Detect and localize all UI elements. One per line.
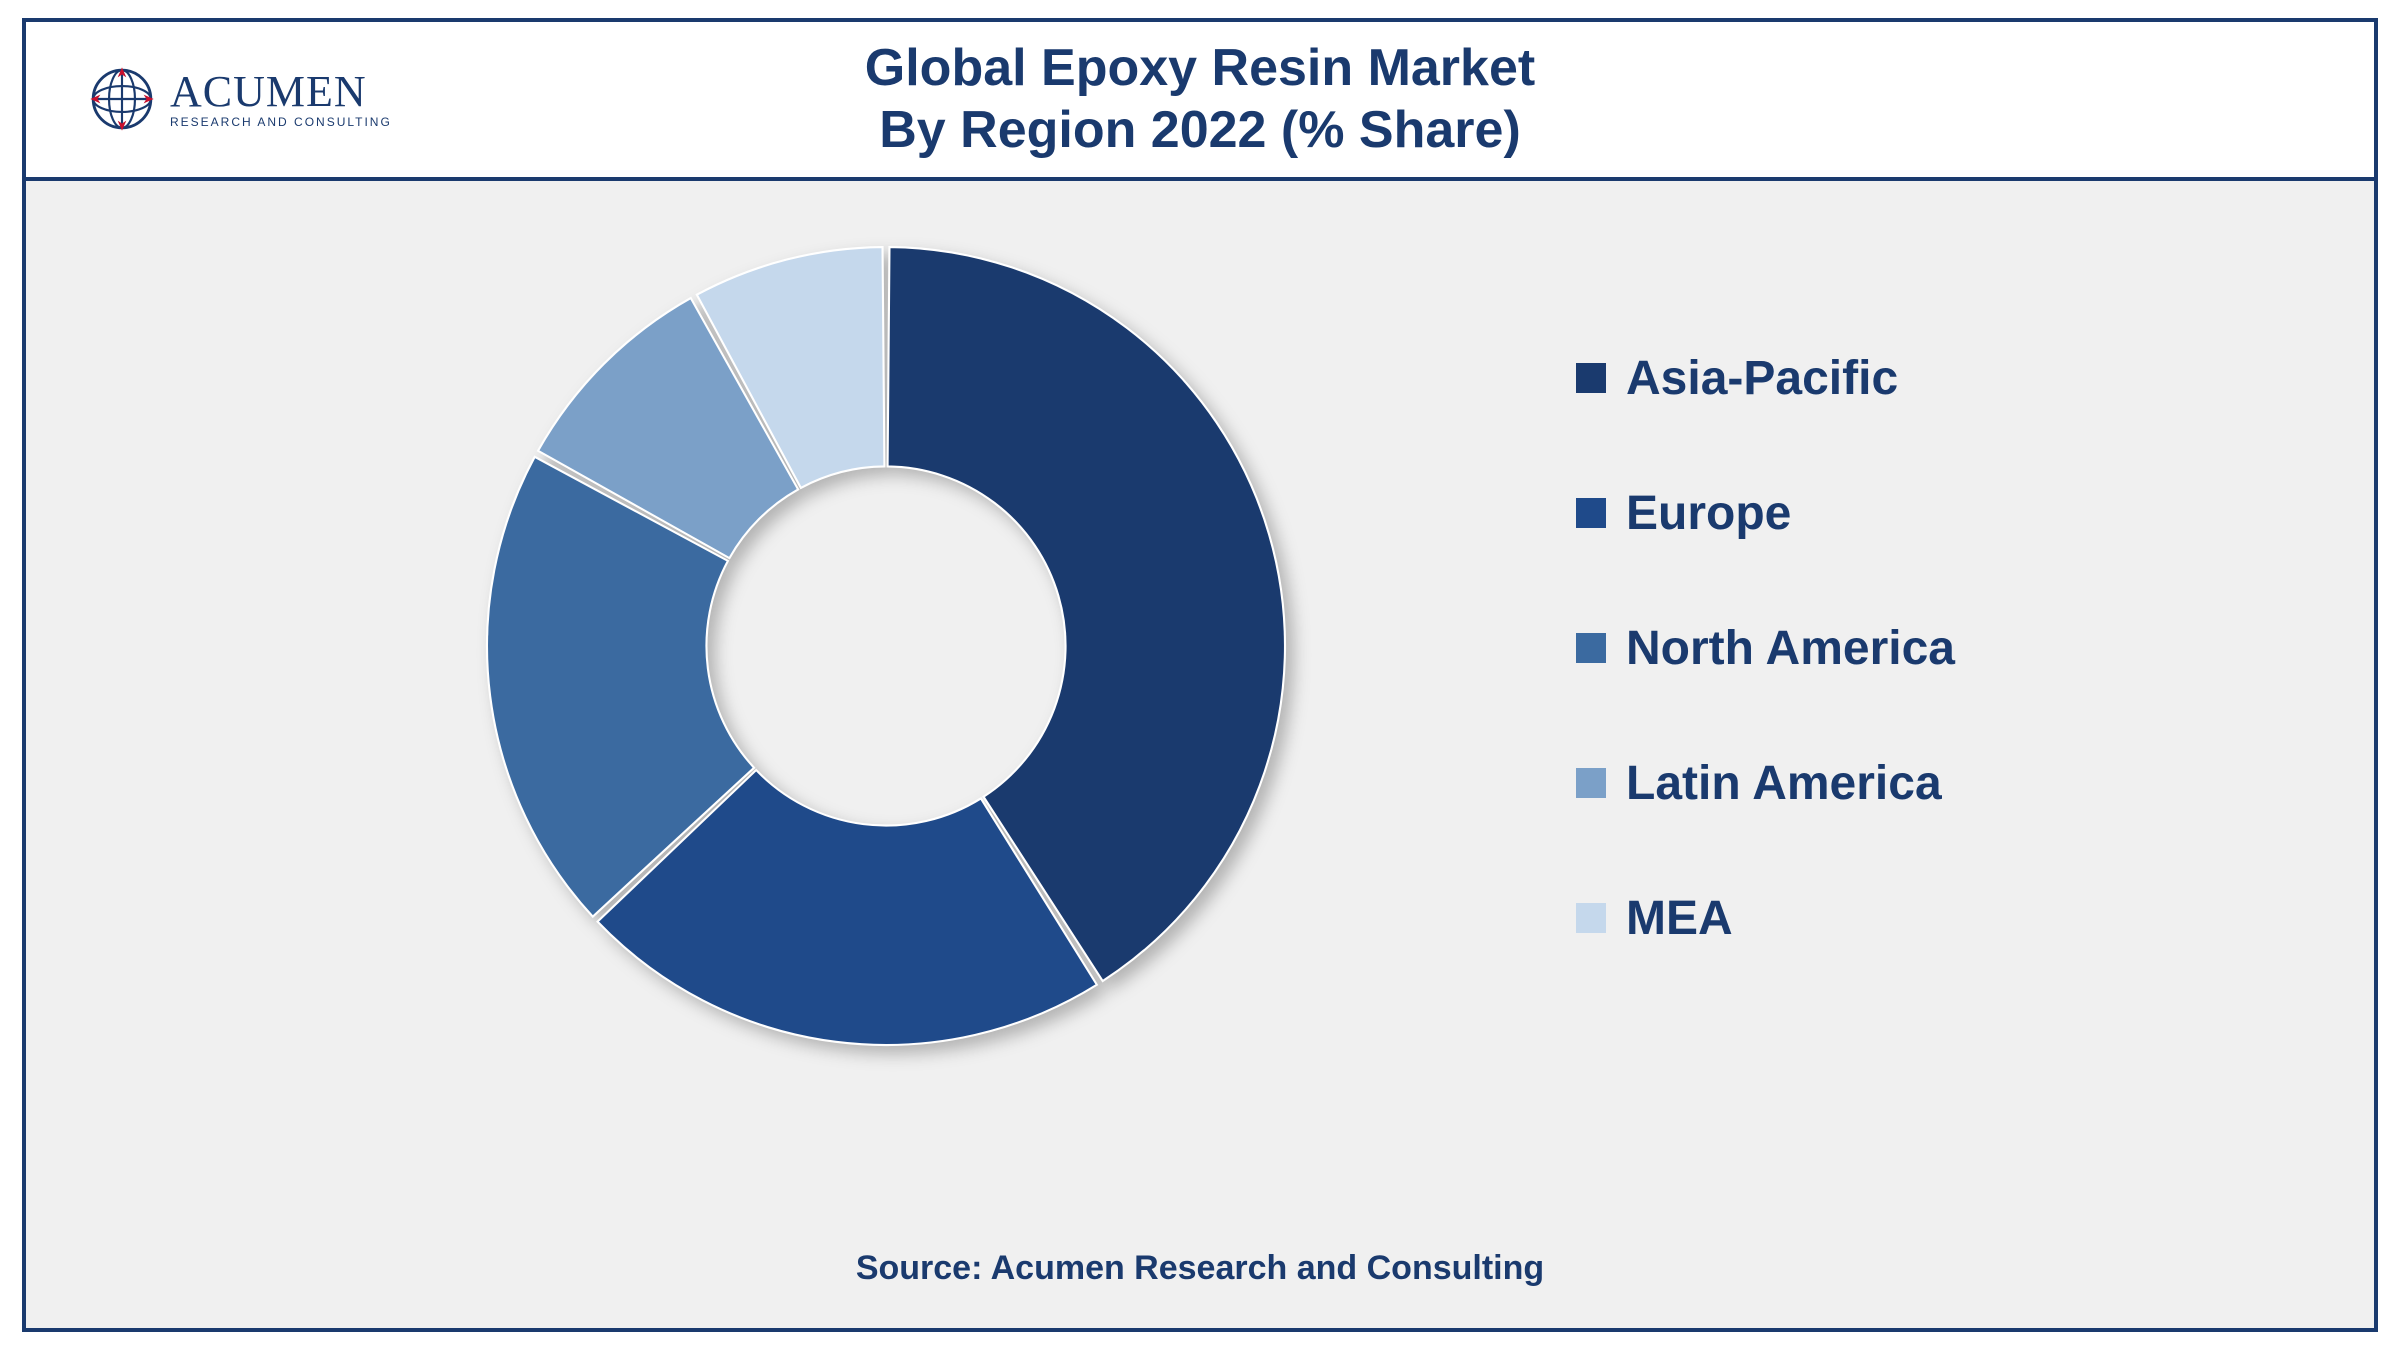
source-text: Source: Acumen Research and Consulting	[26, 1249, 2374, 1288]
chart-header: ACUMEN RESEARCH AND CONSULTING Global Ep…	[26, 22, 2374, 181]
brand-logo: ACUMEN RESEARCH AND CONSULTING	[86, 63, 392, 135]
chart-body: Asia-Pacific Europe North America Latin Ame…	[26, 181, 2374, 1328]
legend-label: North America	[1626, 621, 1955, 676]
legend-label: Asia-Pacific	[1626, 351, 1898, 406]
legend-swatch	[1576, 633, 1606, 663]
legend-item: MEA	[1576, 891, 1955, 946]
legend-swatch	[1576, 768, 1606, 798]
legend-swatch	[1576, 363, 1606, 393]
chart-legend: Asia-Pacific Europe North America Latin Ame…	[1576, 351, 1955, 946]
legend-item: Asia-Pacific	[1576, 351, 1955, 406]
legend-label: Europe	[1626, 486, 1791, 541]
legend-swatch	[1576, 903, 1606, 933]
title-line-1: Global Epoxy Resin Market	[66, 37, 2334, 99]
chart-title: Global Epoxy Resin Market By Region 2022…	[66, 37, 2334, 162]
donut-chart	[466, 226, 1306, 1066]
legend-item: Latin America	[1576, 756, 1955, 811]
legend-label: Latin America	[1626, 756, 1942, 811]
globe-icon	[86, 63, 158, 135]
chart-frame: ACUMEN RESEARCH AND CONSULTING Global Ep…	[22, 18, 2378, 1332]
title-line-2: By Region 2022 (% Share)	[66, 99, 2334, 161]
legend-item: Europe	[1576, 486, 1955, 541]
legend-label: MEA	[1626, 891, 1733, 946]
brand-tagline: RESEARCH AND CONSULTING	[170, 116, 392, 128]
legend-item: North America	[1576, 621, 1955, 676]
legend-swatch	[1576, 498, 1606, 528]
brand-text: ACUMEN RESEARCH AND CONSULTING	[170, 70, 392, 128]
brand-name: ACUMEN	[170, 70, 392, 114]
